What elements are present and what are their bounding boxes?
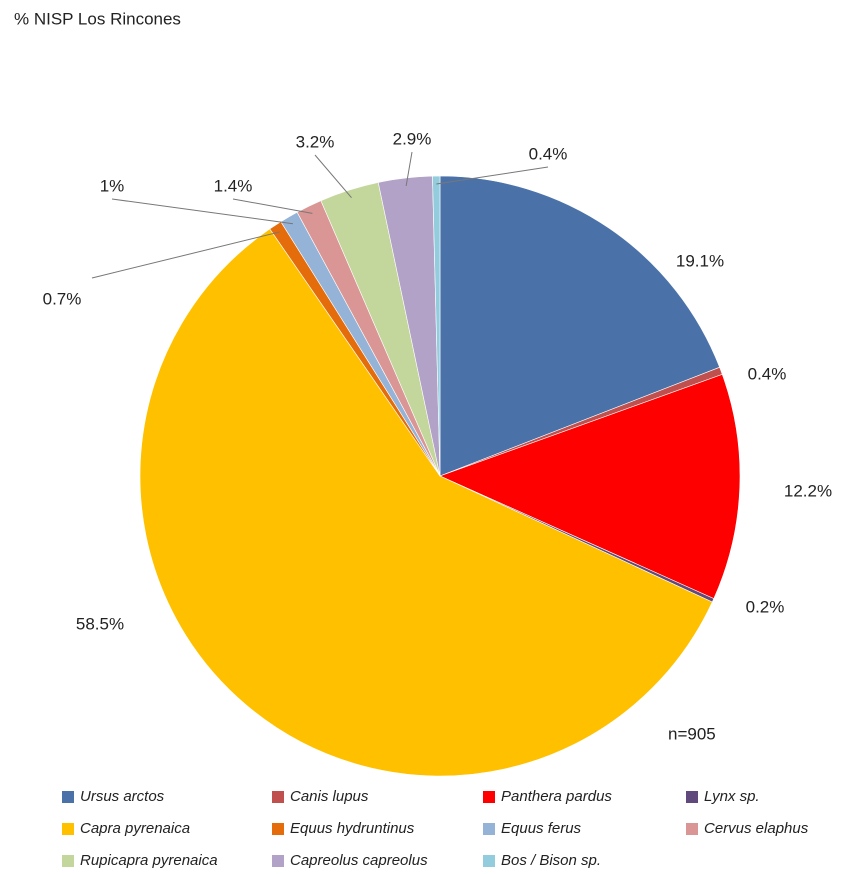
data-label: 0.7% <box>43 289 82 308</box>
legend-swatch <box>483 855 495 867</box>
legend-label: Bos / Bison sp. <box>501 852 601 869</box>
pie-slice <box>139 228 713 777</box>
data-label: 58.5% <box>76 614 124 633</box>
legend-label: Equus ferus <box>501 820 582 837</box>
leader-line <box>436 166 549 185</box>
pie-slice <box>432 175 441 477</box>
legend-swatch <box>686 791 698 803</box>
legend-label: Capra pyrenaica <box>80 820 190 837</box>
data-label: 3.2% <box>296 132 335 151</box>
legend-swatch <box>62 791 74 803</box>
pie-slice <box>439 175 721 477</box>
legend-swatch <box>272 855 284 867</box>
leader-line <box>314 154 352 199</box>
legend-label: Lynx sp. <box>704 788 760 805</box>
legend-label: Panthera pardus <box>501 788 612 805</box>
legend-label: Equus hydruntinus <box>290 820 415 837</box>
legend-swatch <box>272 823 284 835</box>
legend-swatch <box>686 823 698 835</box>
data-label: 1.4% <box>214 176 253 195</box>
chart-title: % NISP Los Rincones <box>14 9 181 28</box>
legend-swatch <box>62 823 74 835</box>
legend-swatch <box>272 791 284 803</box>
legend-label: Cervus elaphus <box>704 820 809 837</box>
data-label: 1% <box>100 176 125 195</box>
legend-label: Canis lupus <box>290 788 369 805</box>
legend-label: Ursus arctos <box>80 788 165 805</box>
data-label: 12.2% <box>784 481 832 500</box>
legend-swatch <box>62 855 74 867</box>
data-label: 0.4% <box>529 144 568 163</box>
data-label: 0.2% <box>746 597 785 616</box>
leader-line <box>405 151 413 187</box>
pie-slice <box>439 373 741 599</box>
leader-line <box>232 198 313 214</box>
leader-line <box>91 231 280 279</box>
annotation: n=905 <box>668 724 716 743</box>
data-label: 0.4% <box>748 364 787 383</box>
legend-swatch <box>483 823 495 835</box>
data-label: 2.9% <box>393 129 432 148</box>
legend-label: Capreolus capreolus <box>290 852 428 869</box>
legend-swatch <box>483 791 495 803</box>
legend-label: Rupicapra pyrenaica <box>80 852 218 869</box>
data-label: 19.1% <box>676 251 724 270</box>
leader-line <box>111 198 294 225</box>
